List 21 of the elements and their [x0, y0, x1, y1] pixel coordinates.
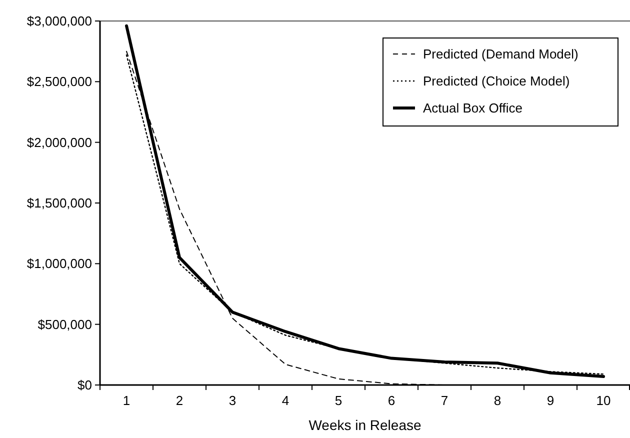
x-tick-label: 2 [176, 393, 184, 408]
x-tick-label: 3 [228, 393, 236, 408]
x-tick-label: 6 [388, 393, 396, 408]
y-tick-label: $2,000,000 [26, 134, 92, 150]
x-tick-label: 8 [494, 393, 502, 408]
y-tick-label: $2,500,000 [26, 74, 92, 90]
x-tick-label: 7 [440, 393, 448, 408]
legend-label: Predicted (Demand Model) [423, 46, 578, 62]
x-tick-label: 1 [122, 393, 130, 408]
x-axis-title: Weeks in Release [308, 417, 422, 433]
legend-label: Predicted (Choice Model) [423, 74, 570, 89]
x-tick-label: 4 [282, 393, 290, 408]
y-tick-label: $1,500,000 [26, 196, 92, 211]
legend-label: Actual Box Office [423, 100, 522, 116]
y-tick-label: $1,000,000 [26, 256, 92, 272]
y-tick-label: $3,000,000 [26, 14, 92, 29]
y-tick-label: $500,000 [38, 316, 92, 332]
x-tick-label: 9 [546, 393, 554, 408]
x-tick-label: 5 [334, 393, 342, 408]
x-tick-label: 10 [596, 393, 611, 408]
y-tick-label: $0 [78, 378, 92, 393]
